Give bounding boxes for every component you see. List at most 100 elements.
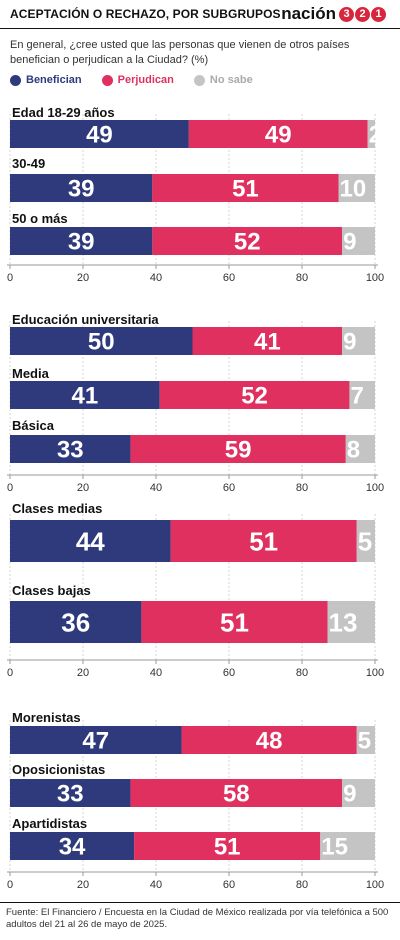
data-label: 50	[88, 329, 115, 356]
data-label: 8	[347, 437, 360, 464]
data-label: 47	[82, 728, 109, 755]
x-tick-label: 80	[296, 879, 308, 891]
data-label: 44	[76, 526, 105, 556]
data-label: 41	[254, 329, 281, 356]
data-label: 10	[340, 176, 367, 203]
bar-segment-benefician	[10, 520, 171, 562]
bar-segment-benefician	[10, 327, 193, 355]
data-label: 13	[329, 607, 358, 637]
legend: Benefician Perjudican No sabe	[10, 74, 273, 86]
logo-digit: 1	[371, 6, 386, 22]
logo-text: nación	[281, 4, 336, 23]
bar-segment-no-sabe	[338, 174, 375, 202]
header-divider	[0, 28, 400, 29]
category-label: Apartidistas	[12, 816, 87, 831]
data-label: 5	[358, 526, 372, 556]
legend-swatch	[10, 74, 21, 86]
x-tick-label: 0	[7, 272, 13, 284]
category-label: Oposicionistas	[12, 762, 105, 777]
bar-segment-benefician	[10, 726, 182, 754]
bar-segment-no-sabe	[367, 120, 375, 148]
bar-segment-no-sabe	[356, 726, 375, 754]
bar-segment-perjudican	[152, 227, 343, 255]
data-label: 9	[343, 329, 356, 356]
x-tick-label: 80	[296, 667, 308, 679]
legend-swatch	[101, 74, 113, 86]
data-label: 9	[343, 781, 356, 808]
x-tick-label: 80	[296, 272, 308, 284]
data-label: 7	[350, 383, 363, 410]
category-label: Morenistas	[12, 710, 81, 725]
data-label: 51	[214, 834, 241, 861]
data-label: 58	[223, 781, 250, 808]
logo-digit: 2	[355, 6, 370, 22]
data-label: 15	[321, 834, 348, 861]
category-label: Educación universitaria	[12, 312, 159, 327]
data-label: 2	[369, 122, 382, 149]
x-tick-label: 60	[223, 482, 235, 494]
x-tick-label: 60	[223, 667, 235, 679]
x-tick-label: 20	[77, 272, 89, 284]
legend-item-benefician: Benefician	[10, 74, 82, 86]
chart-title: Aceptación o rechazo, por subgrupos	[10, 7, 281, 21]
data-label: 51	[249, 526, 278, 556]
bar-segment-perjudican	[170, 520, 357, 562]
bar-segment-no-sabe	[320, 832, 375, 860]
x-tick-label: 40	[150, 879, 162, 891]
x-tick-label: 100	[366, 482, 384, 494]
bar-segment-benefician	[10, 601, 142, 643]
bar-segment-benefician	[10, 174, 153, 202]
bar-segment-no-sabe	[342, 327, 375, 355]
bar-segment-perjudican	[159, 381, 350, 409]
category-label: 50 o más	[12, 211, 68, 226]
bar-segment-benefician	[10, 120, 189, 148]
data-label: 52	[234, 229, 261, 256]
data-label: 34	[59, 834, 86, 861]
category-label: Media	[12, 366, 50, 381]
category-label: Clases bajas	[12, 583, 91, 598]
x-tick-label: 0	[7, 879, 13, 891]
category-label: Edad 18-29 años	[12, 105, 115, 120]
source-note: Fuente: El Financiero / Encuesta en la C…	[6, 907, 389, 930]
data-label: 33	[57, 437, 84, 464]
bar-segment-perjudican	[130, 779, 343, 807]
x-tick-label: 100	[366, 272, 384, 284]
data-label: 51	[232, 176, 259, 203]
x-tick-label: 60	[223, 879, 235, 891]
data-label: 9	[343, 229, 356, 256]
bar-segment-benefician	[10, 779, 131, 807]
category-label: Básica	[12, 418, 55, 433]
data-label: 41	[71, 383, 98, 410]
x-tick-label: 40	[150, 482, 162, 494]
legend-swatch	[193, 74, 205, 86]
x-tick-label: 40	[150, 272, 162, 284]
data-label: 59	[225, 437, 252, 464]
data-label: 5	[358, 728, 371, 755]
x-tick-label: 0	[7, 482, 13, 494]
x-tick-label: 60	[223, 272, 235, 284]
footer-divider	[0, 902, 400, 903]
bar-segment-perjudican	[130, 435, 346, 463]
bar-segment-perjudican	[192, 327, 343, 355]
bar-segment-no-sabe	[356, 520, 375, 562]
legend-item-perjudican: Perjudican	[101, 74, 174, 86]
data-label: 36	[61, 607, 90, 637]
data-label: 39	[68, 176, 95, 203]
x-tick-label: 20	[77, 482, 89, 494]
bar-segment-perjudican	[152, 174, 339, 202]
bar-segment-perjudican	[134, 832, 321, 860]
bar-segment-benefician	[10, 227, 153, 255]
nacion321-logo: nación 3 2 1	[281, 4, 386, 24]
x-tick-label: 100	[366, 667, 384, 679]
x-tick-label: 0	[7, 667, 13, 679]
bar-segment-no-sabe	[345, 435, 375, 463]
legend-item-no-sabe: No sabe	[193, 74, 253, 86]
legend-label: No sabe	[209, 74, 253, 86]
category-label: 30-49	[12, 156, 45, 171]
data-label: 52	[241, 383, 268, 410]
bar-segment-perjudican	[188, 120, 368, 148]
bar-segment-benefician	[10, 381, 160, 409]
header: Aceptación o rechazo, por subgrupos naci…	[0, 0, 400, 28]
bar-segment-no-sabe	[342, 227, 375, 255]
